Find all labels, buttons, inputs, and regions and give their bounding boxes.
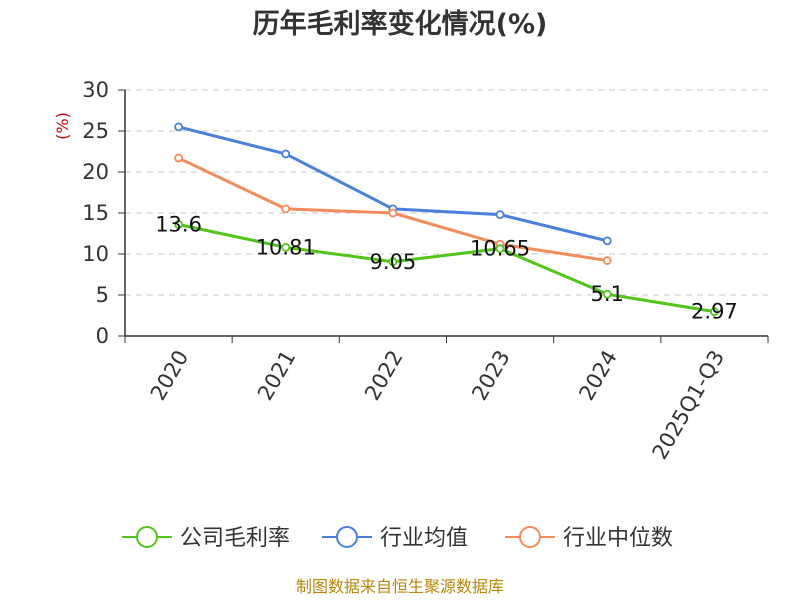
data-point [602,289,612,299]
data-point [495,244,505,254]
data-point [281,204,291,214]
data-label: 10.65 [470,237,530,261]
x-tick-label: 2021 [253,346,301,404]
data-point [710,307,719,317]
y-axis-label: (%) [53,112,72,140]
legend-label: 公司毛利率 [180,526,290,551]
legend-marker [336,526,358,548]
x-tick-label: 2022 [360,346,408,404]
grid-lines [125,89,768,296]
data-point [281,149,291,159]
legend: 公司毛利率 行业均值 行业中位数 [122,526,673,551]
y-tick-label: 10 [82,242,109,266]
y-tick-label: 15 [82,201,109,225]
x-tick-label: 2020 [146,346,194,404]
legend-label: 行业均值 [380,526,468,551]
y-tick-label: 30 [82,78,109,102]
data-point [174,220,183,229]
source-note: 制图数据来自恒生聚源数据库 [296,577,504,596]
data-label: 10.81 [256,235,316,259]
legend-marker [519,526,541,548]
data-label: 2.97 [691,300,738,324]
series-line [178,223,715,314]
y-tick-label: 25 [82,119,109,143]
data-label: 5.1 [591,282,624,306]
data-label: 13.6 [155,212,202,236]
data-point [174,122,183,132]
data-point [174,153,183,163]
x-tick-label: 2023 [467,346,515,404]
data-point [281,242,291,252]
data-point [602,236,612,246]
data-point [602,256,612,265]
series-group [174,122,719,317]
y-tick-label: 0 [96,324,109,348]
data-point [388,257,398,267]
y-tick-label: 5 [96,283,109,307]
data-label: 9.05 [370,250,417,274]
series-line [178,125,608,243]
y-tick-label: 20 [82,160,109,184]
x-tick-label: 2024 [574,346,622,404]
data-point [388,208,398,218]
chart-title: 历年毛利率变化情况(%) [253,8,548,40]
data-labels: 13.6 10.81 9.05 10.65 5.1 2.97 [155,212,738,323]
legend-marker [136,526,158,548]
legend-label: 行业中位数 [563,526,673,551]
axes: 0 5 10 15 20 25 30 2020 2021 2022 2023 2024 2025Q1-Q… [82,78,769,463]
data-point [495,210,505,220]
x-tick-label: 2025Q1-Q3 [648,346,730,463]
